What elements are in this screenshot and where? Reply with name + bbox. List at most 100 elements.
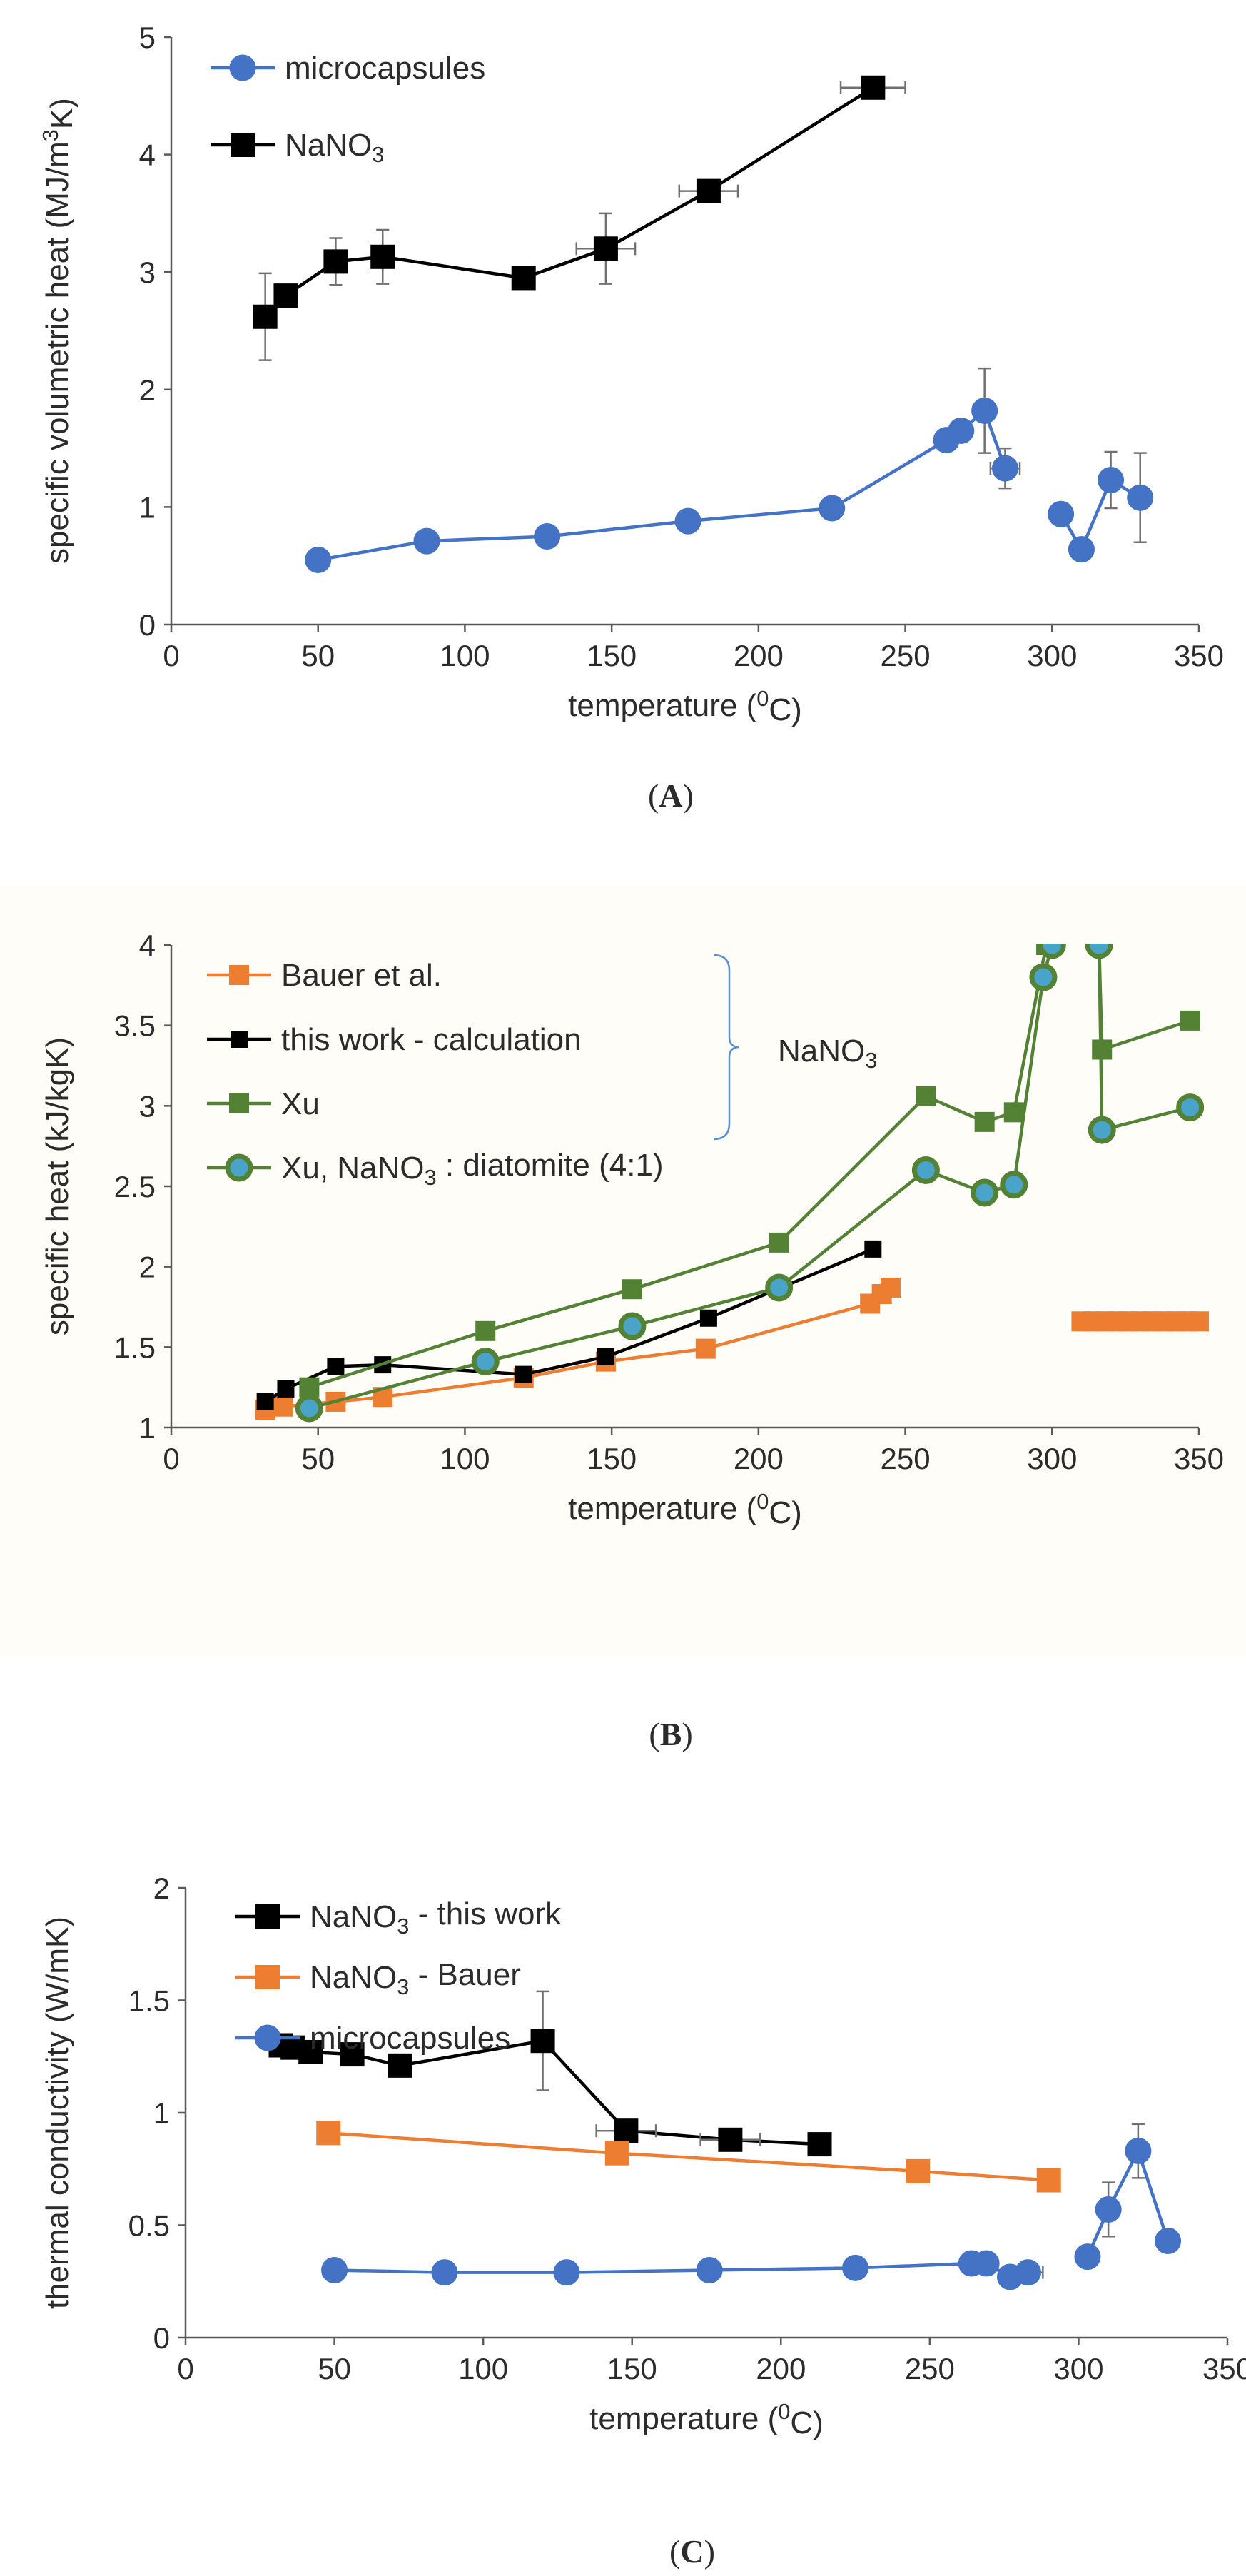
legend-label: Xu, NaNO3​ : diatomite (4:1) [281,1148,664,1190]
data-point [321,2257,348,2283]
x-tick-label: 350 [1174,639,1224,672]
data-point [1003,1102,1024,1123]
legend: NaNO3​ - this work NaNO3​ - Bauer microcap… [235,1896,562,2056]
data-point [1088,1116,1116,1144]
x-tick-label: 200 [734,1442,784,1475]
data-point [864,1240,882,1258]
data-point [1029,963,1058,991]
series-line [1059,478,1141,553]
x-tick-label: 0 [163,639,179,672]
y-tick-label: 4 [139,138,156,172]
x-tick-label: 50 [301,1442,335,1475]
data-point [534,523,561,550]
data-point [413,527,440,555]
data-point [340,2042,365,2067]
data-point [256,1393,274,1410]
y-tick-label: 3 [139,1089,156,1123]
chart-b: 0 50 100 150 200 250 300 350 1 1.5 2 2.5 3 3.5 4 temper… [40,929,1224,1752]
legend-marker [231,1031,248,1048]
chart-a: 0 50 100 150 200 250 300 350 0 1 2 3 4 5 temperature (… [38,21,1224,814]
brace-label: NaNO3​ [778,1034,877,1073]
plot-area [268,1990,1182,2290]
data-point [1068,536,1095,563]
x-tick-label: 50 [301,639,335,672]
y-tick-label: 2 [139,1251,156,1284]
x-tick-label: 300 [1053,2352,1103,2385]
y-tick-label: 3 [139,256,156,289]
data-point [253,304,278,329]
data-point [1095,2196,1122,2223]
data-point [431,2259,458,2286]
x-tick-label: 200 [734,639,784,672]
data-point [370,244,395,269]
x-tick-label: 350 [1202,2352,1246,2385]
y-tick-label: 1.5 [114,1330,156,1364]
data-point [475,1320,496,1341]
data-point [299,1377,320,1398]
data-point [471,1348,500,1376]
x-tick-label: 100 [458,2352,508,2385]
legend-label: microcapsules [285,51,485,86]
y-tick-label: 3.5 [114,1009,156,1043]
y-axis-title: thermal conductivity (W/mK) [40,1916,75,2309]
data-point [593,236,618,261]
x-tick-label: 100 [440,639,490,672]
data-point [1155,2228,1182,2255]
data-point [323,249,348,274]
data-point [515,1365,532,1383]
x-tick-label: 250 [905,2352,955,2385]
chart-c: 0 50 100 150 200 250 300 350 0 0.5 1 1.5 2 temperatur… [40,1872,1246,2570]
data-point [1125,2138,1152,2165]
y-tick-label: 1 [153,2096,170,2130]
series-2 [321,2123,1182,2290]
x-tick-label: 0 [177,2352,193,2385]
data-point [696,2257,723,2283]
data-point [807,2132,832,2157]
series-1 [316,2121,1061,2193]
x-tick-label: 200 [756,2352,806,2385]
data-point [971,397,998,424]
x-tick-label: 50 [318,2352,351,2385]
x-axis-title: temperature (0C) [589,2399,824,2440]
plot-area [253,75,1154,573]
y-tick-label: 0.5 [128,2209,170,2243]
x-tick-label: 250 [881,639,931,672]
legend: microcapsules NaNO3​ [211,51,485,167]
legend-marker [255,1965,280,1989]
x-tick-label: 0 [163,1442,179,1475]
legend-marker [255,1904,280,1929]
y-tick-label: 0 [139,608,156,642]
data-point [622,1279,642,1300]
data-point [1189,1311,1209,1332]
data-point [305,546,332,573]
series-0 [305,367,1154,573]
data-point [530,2029,555,2054]
y-tick-label: 1 [139,1411,156,1445]
data-point [842,2254,869,2281]
panel-label: (C) [669,2533,715,2570]
data-point [769,1232,789,1253]
data-point [971,1178,999,1207]
data-point [973,2250,1000,2277]
data-point [298,2039,323,2064]
x-tick-label: 100 [440,1442,490,1475]
data-point [1048,500,1075,527]
series-line [328,2131,1049,2182]
data-point [511,266,536,291]
data-point [991,455,1018,482]
data-point [881,1277,901,1298]
data-point [699,1309,717,1327]
legend-label: NaNO3​ - this work [310,1896,562,1939]
legend-label: Bauer et al. [281,958,442,993]
x-tick-label: 350 [1174,1442,1224,1475]
data-point [273,1396,293,1417]
data-point [916,1086,936,1106]
data-point [277,1380,295,1398]
data-point [974,1111,995,1132]
x-tick-label: 150 [587,639,637,672]
x-axis-title: temperature (0C) [568,1489,802,1530]
x-tick-label: 150 [587,1442,637,1475]
data-point [696,178,721,203]
legend-marker [231,133,255,157]
